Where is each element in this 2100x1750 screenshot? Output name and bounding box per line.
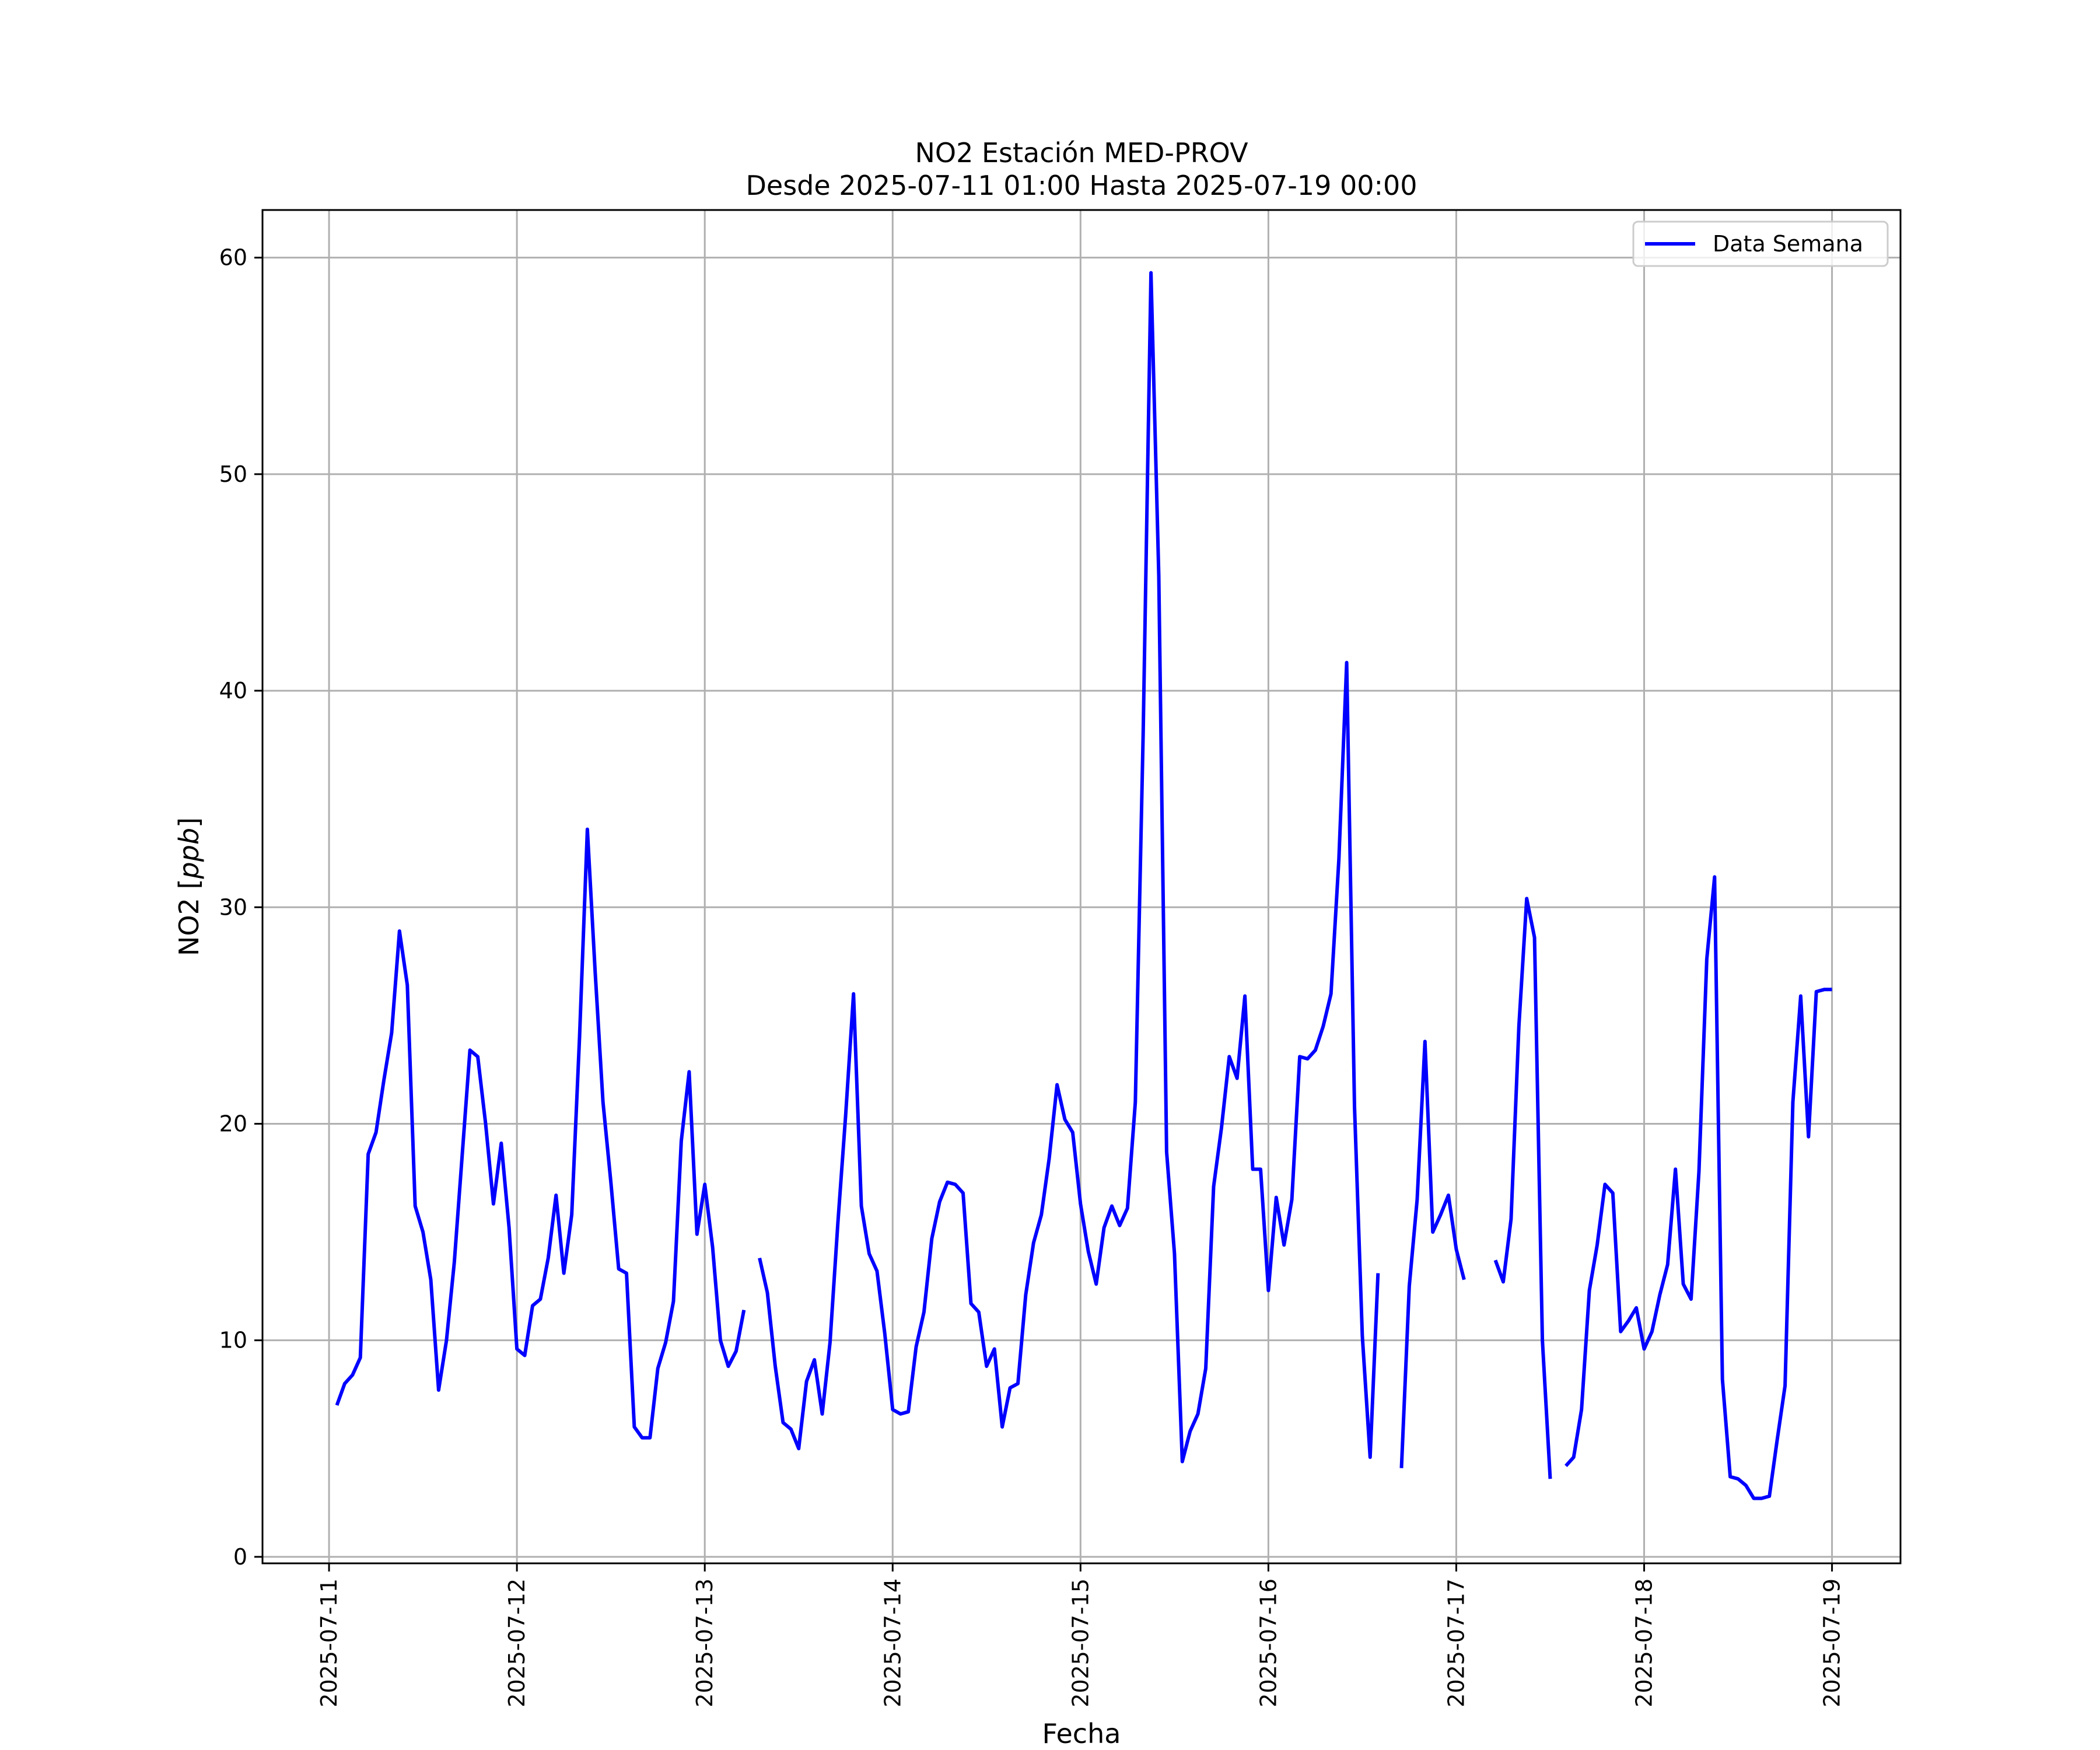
x-tick-label: 2025-07-15 [1068,1578,1093,1707]
grid [262,210,1901,1563]
x-tick-label: 2025-07-11 [316,1578,342,1707]
axis-ticks: 2025-07-11 2025-07-12 2025-07-13 2025-07-14… [219,245,1845,1707]
x-tick-label: 2025-07-14 [880,1578,905,1707]
series-line [335,271,1832,1500]
plot-area-frame [261,209,1902,1564]
x-tick-label: 2025-07-18 [1632,1578,1657,1707]
legend: Data Semana [1632,220,1889,267]
chart-subtitle: Desde 2025-07-11 01:00 Hasta 2025-07-19 … [746,170,1417,201]
legend-label: Data Semana [1713,231,1863,257]
y-tick-label: 0 [233,1544,247,1570]
y-axis-label: NO2 [ppb] [173,817,205,956]
legend-frame [1632,220,1889,267]
y-tick-label: 30 [219,894,247,920]
y-tick-label: 50 [219,461,247,487]
x-axis-label: Fecha [1042,1718,1121,1749]
x-tick-label: 2025-07-16 [1255,1578,1281,1707]
y-tick-label: 10 [219,1328,247,1353]
x-tick-label: 2025-07-12 [504,1578,530,1707]
series-layer [335,271,1832,1500]
x-tick-label: 2025-07-17 [1443,1578,1469,1707]
y-tick-label: 40 [219,678,247,704]
chart-title: NO2 Estación MED-PROV [915,137,1248,169]
y-tick-label: 20 [219,1111,247,1136]
y-tick-label: 60 [219,245,247,271]
x-tick-label: 2025-07-13 [692,1578,718,1707]
x-tick-label: 2025-07-19 [1819,1578,1845,1707]
